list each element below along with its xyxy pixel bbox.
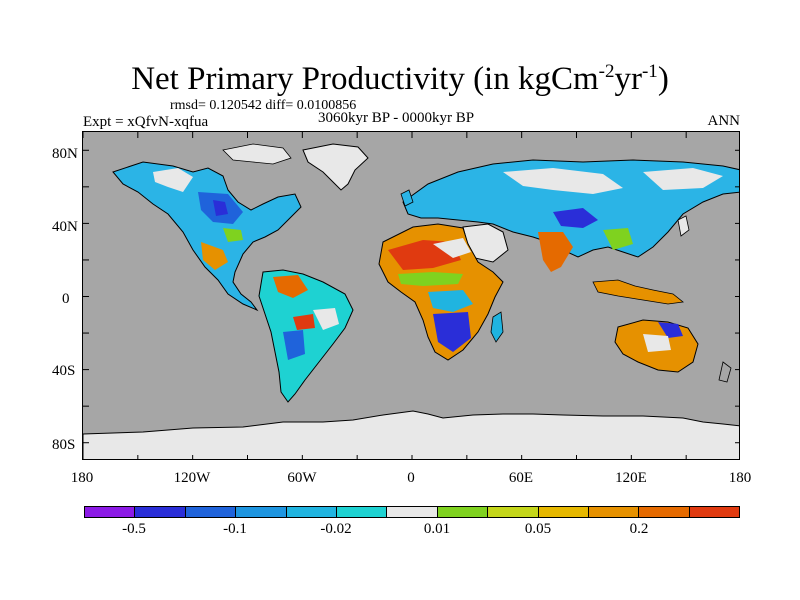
- colorbar-box: [387, 507, 438, 517]
- map-panel: [82, 131, 740, 460]
- lat-label-40s: 40S: [52, 363, 76, 379]
- colorbar-box: [639, 507, 690, 517]
- lon-label-180e: 180: [728, 470, 752, 486]
- lon-label-0: 0: [407, 470, 415, 486]
- australia-white: [643, 334, 671, 352]
- sa-blue-region: [283, 330, 305, 360]
- colorbar-box: [488, 507, 539, 517]
- colorbar-box: [236, 507, 287, 517]
- colorbar-box: [286, 507, 337, 517]
- chart-title: Net Primary Productivity (in kgCm-2yr-1): [131, 61, 669, 97]
- period-label: 3060kyr BP - 0000kyr BP: [318, 110, 475, 126]
- world-map: [83, 132, 739, 459]
- colorbar-label: 0.05: [524, 521, 552, 537]
- africa-cyan: [428, 290, 473, 312]
- colorbar: [84, 506, 740, 518]
- china-green: [603, 228, 633, 250]
- colorbar-box: [538, 507, 589, 517]
- colorbar-label: 0.01: [423, 521, 451, 537]
- antarctica-landmass: [83, 410, 739, 459]
- season-label: ANN: [707, 113, 741, 129]
- colorbar-box: [185, 507, 237, 517]
- colorbar-box: [85, 507, 136, 517]
- colorbar-label: -0.1: [223, 521, 247, 537]
- uk-islands: [400, 189, 414, 207]
- africa-green-belt: [398, 272, 463, 286]
- colorbar-box: [588, 507, 640, 517]
- madagascar: [490, 311, 504, 343]
- greenland-landmass: [302, 143, 369, 191]
- colorbar-label: 0.2: [629, 521, 649, 537]
- lat-label-40n: 40N: [52, 219, 78, 235]
- colorbar-box: [336, 507, 388, 517]
- na-orange-region: [201, 242, 228, 270]
- japan: [677, 215, 690, 237]
- sa-orange-region: [273, 275, 308, 298]
- na-white-region: [153, 168, 193, 192]
- eurasia-white-region-east: [643, 168, 723, 190]
- australia-deep-blue: [658, 322, 683, 338]
- tibet-deep-blue: [553, 208, 598, 228]
- india-orange: [538, 232, 573, 272]
- lon-label-120w: 120W: [173, 470, 211, 486]
- arctic-islands: [222, 143, 292, 165]
- lat-label-equator: 0: [62, 291, 70, 307]
- experiment-label: Expt = xQfvN-xqfua: [83, 114, 209, 130]
- eurasia-white-region: [503, 168, 623, 194]
- north-america-landmass: [112, 161, 302, 312]
- colorbar-box: [135, 507, 186, 517]
- na-deep-blue-region: [213, 200, 228, 216]
- lon-label-60w: 60W: [287, 470, 317, 486]
- colorbar-box: [689, 507, 740, 517]
- sa-red-region: [293, 314, 315, 330]
- southern-africa-deep-blue: [433, 312, 471, 352]
- colorbar-label: -0.5: [122, 521, 146, 537]
- indonesia-islands: [592, 279, 684, 305]
- lat-label-80n: 80N: [52, 146, 78, 162]
- lon-label-60e: 60E: [508, 470, 534, 486]
- lon-label-120e: 120E: [615, 470, 647, 486]
- new-zealand: [718, 361, 732, 383]
- eurasia-landmass: [402, 159, 739, 258]
- stats-text: rmsd= 0.120542 diff= 0.0100856: [170, 98, 357, 113]
- lon-label-180w: 180: [70, 470, 94, 486]
- south-america-landmass: [258, 269, 354, 403]
- colorbar-label: -0.02: [320, 521, 352, 537]
- sahara-white: [433, 238, 471, 258]
- sa-white-region: [313, 308, 339, 330]
- lat-label-80s: 80S: [52, 437, 76, 453]
- na-green-region: [223, 228, 243, 242]
- colorbar-box: [437, 507, 489, 517]
